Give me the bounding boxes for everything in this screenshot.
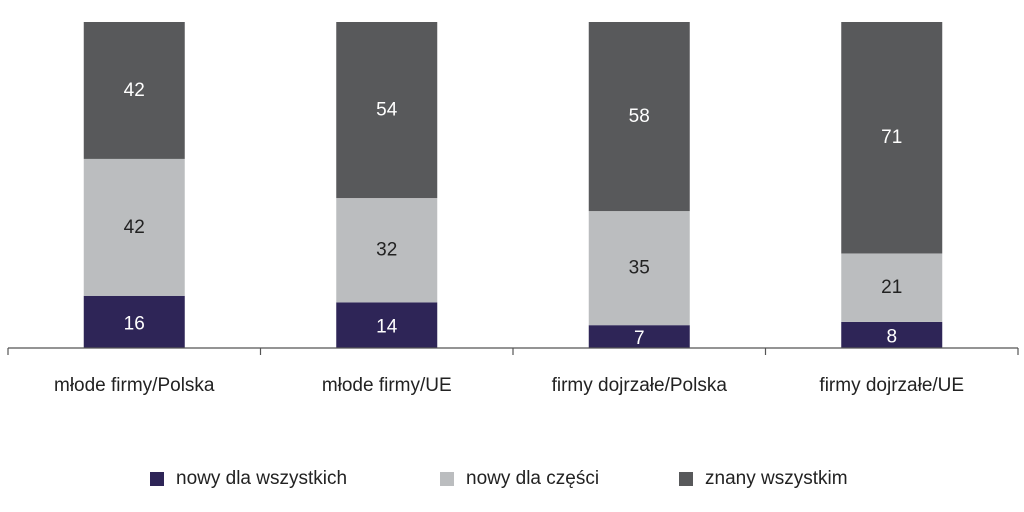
legend-item-nowy-dla-wszystkich: nowy dla wszystkich — [150, 464, 347, 494]
data-label-4-series-3: 71 — [881, 127, 902, 148]
data-label-2-series-1: 14 — [376, 317, 398, 338]
bar-segment-1-series-3 — [83, 22, 185, 159]
data-label-4-series-1: 8 — [886, 326, 897, 347]
category-label-2: młode firmy/UE — [322, 375, 452, 396]
legend-label-nowy-dla-czesci: nowy dla części — [466, 468, 600, 489]
category-label-1: młode firmy/Polska — [54, 375, 215, 396]
bar-segment-4-series-1 — [841, 321, 943, 348]
data-label-2-series-3: 54 — [376, 100, 398, 121]
data-label-2-series-2: 32 — [376, 240, 397, 261]
legend-swatch-znany-wszystkim — [679, 472, 693, 486]
bar-segment-2-series-1 — [336, 302, 438, 348]
bar-segment-2-series-2 — [336, 198, 438, 303]
data-label-1-series-1: 16 — [124, 313, 145, 334]
data-label-3-series-2: 35 — [629, 258, 650, 279]
bar-segment-3-series-2 — [588, 211, 690, 326]
legend-label-znany-wszystkim: znany wszystkim — [705, 468, 848, 489]
category-label-4: firmy dojrzałe/UE — [819, 375, 964, 396]
data-label-3-series-1: 7 — [634, 328, 645, 349]
bar-segment-1-series-1 — [83, 295, 185, 348]
legend-item-znany-wszystkim: znany wszystkim — [679, 464, 848, 494]
legend-label-nowy-dla-wszystkich: nowy dla wszystkich — [176, 468, 348, 489]
bar-segment-2-series-3 — [336, 22, 438, 199]
data-label-1-series-3: 42 — [124, 80, 145, 101]
category-label-3: firmy dojrzałe/Polska — [552, 375, 728, 396]
data-label-4-series-2: 21 — [881, 277, 902, 298]
bar-segment-1-series-2 — [83, 158, 185, 296]
bar-segment-4-series-3 — [841, 22, 943, 254]
legend: nowy dla wszystkich nowy dla części znan… — [0, 464, 1024, 494]
bar-segment-3-series-1 — [588, 325, 690, 348]
data-label-3-series-3: 58 — [629, 106, 650, 127]
legend-item-nowy-dla-czesci: nowy dla części — [440, 464, 599, 494]
legend-swatch-nowy-dla-wszystkich — [150, 472, 164, 486]
stacked-bar-chart: 16 42 42 młode firmy/Polska 14 32 54 młode firm… — [7, 22, 1019, 396]
data-label-1-series-2: 42 — [124, 217, 145, 238]
bar-segment-4-series-2 — [841, 253, 943, 322]
legend-swatch-nowy-dla-czesci — [440, 472, 454, 486]
bar-segment-3-series-3 — [588, 22, 690, 212]
